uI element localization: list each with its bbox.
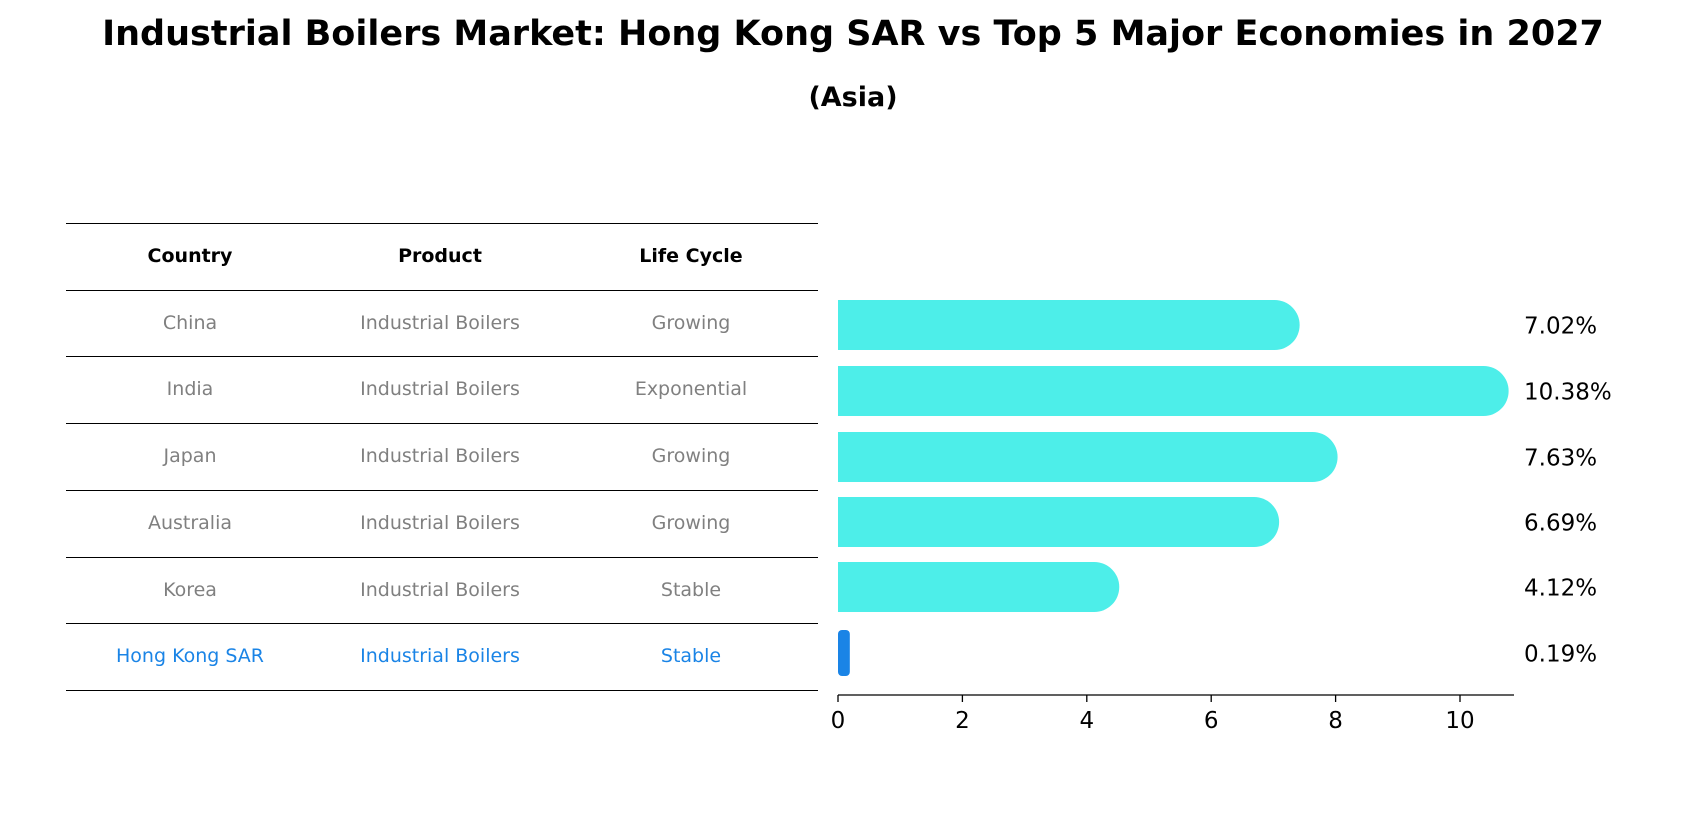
table-cell-product: Industrial Boilers bbox=[360, 445, 520, 467]
table-cell-country: Japan bbox=[163, 445, 217, 467]
table-rule bbox=[66, 423, 818, 424]
bar bbox=[838, 497, 1280, 547]
table-cell-product: Industrial Boilers bbox=[360, 312, 520, 334]
table-cell-life-cycle: Growing bbox=[651, 445, 731, 467]
bar-value-label: 0.19% bbox=[1524, 642, 1597, 668]
bar-value-label: 6.69% bbox=[1524, 511, 1597, 537]
table-rule bbox=[66, 290, 818, 291]
table-cell-product: Industrial Boilers bbox=[360, 512, 520, 534]
table-cell-country: Korea bbox=[163, 579, 217, 601]
bar-value-label: 4.12% bbox=[1524, 576, 1597, 602]
table-cell-life-cycle: Stable bbox=[660, 579, 722, 601]
bar bbox=[838, 630, 850, 676]
x-axis-tick-label: 6 bbox=[1204, 708, 1219, 734]
table-cell-life-cycle: Growing bbox=[651, 312, 731, 334]
x-axis-tick-label: 0 bbox=[831, 708, 846, 734]
table-cell-country: Hong Kong SAR bbox=[116, 645, 264, 667]
table-rule bbox=[66, 690, 818, 691]
x-axis-tick-label: 2 bbox=[955, 708, 970, 734]
table-cell-product: Industrial Boilers bbox=[360, 378, 520, 400]
table-rule bbox=[66, 223, 818, 224]
table-cell-life-cycle: Growing bbox=[651, 512, 731, 534]
table-rule bbox=[66, 557, 818, 558]
table-header-life-cycle: Life Cycle bbox=[639, 245, 743, 267]
table-cell-country: China bbox=[162, 312, 218, 334]
x-axis-tick-label: 4 bbox=[1079, 708, 1094, 734]
bar bbox=[838, 300, 1300, 350]
bar bbox=[838, 366, 1509, 416]
bar-value-label: 7.02% bbox=[1524, 314, 1597, 340]
table-rule bbox=[66, 356, 818, 357]
table-header-product: Product bbox=[398, 245, 482, 267]
bar bbox=[838, 432, 1338, 482]
table-cell-life-cycle: Stable bbox=[660, 645, 722, 667]
table-cell-product: Industrial Boilers bbox=[360, 645, 520, 667]
table-cell-country: Australia bbox=[147, 512, 233, 534]
table-header-country: Country bbox=[147, 245, 233, 267]
chart-subtitle: (Asia) bbox=[808, 82, 898, 113]
table-rule bbox=[66, 490, 818, 491]
x-axis-tick-label: 8 bbox=[1328, 708, 1343, 734]
table-cell-country: India bbox=[166, 378, 214, 400]
bar-value-label: 7.63% bbox=[1524, 446, 1597, 472]
table-cell-life-cycle: Exponential bbox=[634, 378, 748, 400]
bar-value-label: 10.38% bbox=[1524, 380, 1612, 406]
table-rule bbox=[66, 623, 818, 624]
chart-title: Industrial Boilers Market: Hong Kong SAR… bbox=[102, 14, 1604, 54]
bar bbox=[838, 562, 1120, 612]
x-axis-tick-label: 10 bbox=[1445, 708, 1474, 734]
table-cell-product: Industrial Boilers bbox=[360, 579, 520, 601]
